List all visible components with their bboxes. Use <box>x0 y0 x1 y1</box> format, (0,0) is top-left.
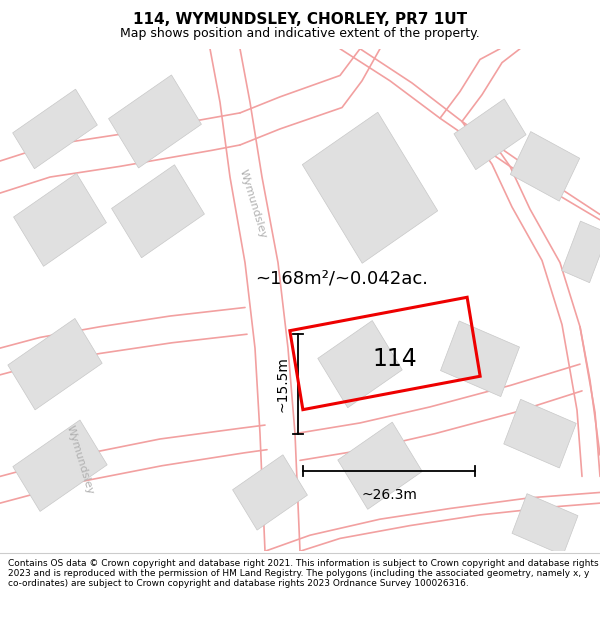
Polygon shape <box>504 399 576 468</box>
Polygon shape <box>440 321 520 397</box>
Polygon shape <box>109 75 202 168</box>
Polygon shape <box>13 89 97 169</box>
Text: ~15.5m: ~15.5m <box>276 356 290 412</box>
Polygon shape <box>14 173 106 266</box>
Text: 114, WYMUNDSLEY, CHORLEY, PR7 1UT: 114, WYMUNDSLEY, CHORLEY, PR7 1UT <box>133 12 467 27</box>
Polygon shape <box>302 112 437 263</box>
Polygon shape <box>562 221 600 282</box>
Text: 114: 114 <box>373 347 418 371</box>
Polygon shape <box>318 321 402 408</box>
Polygon shape <box>233 455 307 530</box>
Text: Wymundsley: Wymundsley <box>238 168 268 239</box>
Polygon shape <box>112 165 205 258</box>
Text: Map shows position and indicative extent of the property.: Map shows position and indicative extent… <box>120 27 480 40</box>
Text: ~26.3m: ~26.3m <box>361 488 417 502</box>
Polygon shape <box>8 319 102 410</box>
Text: Contains OS data © Crown copyright and database right 2021. This information is : Contains OS data © Crown copyright and d… <box>8 559 598 588</box>
Polygon shape <box>454 99 526 169</box>
Polygon shape <box>512 494 578 556</box>
Text: Wymundsley: Wymundsley <box>65 424 95 496</box>
Text: ~168m²/~0.042ac.: ~168m²/~0.042ac. <box>255 269 428 288</box>
Polygon shape <box>338 422 422 509</box>
Polygon shape <box>510 132 580 201</box>
Polygon shape <box>13 420 107 511</box>
